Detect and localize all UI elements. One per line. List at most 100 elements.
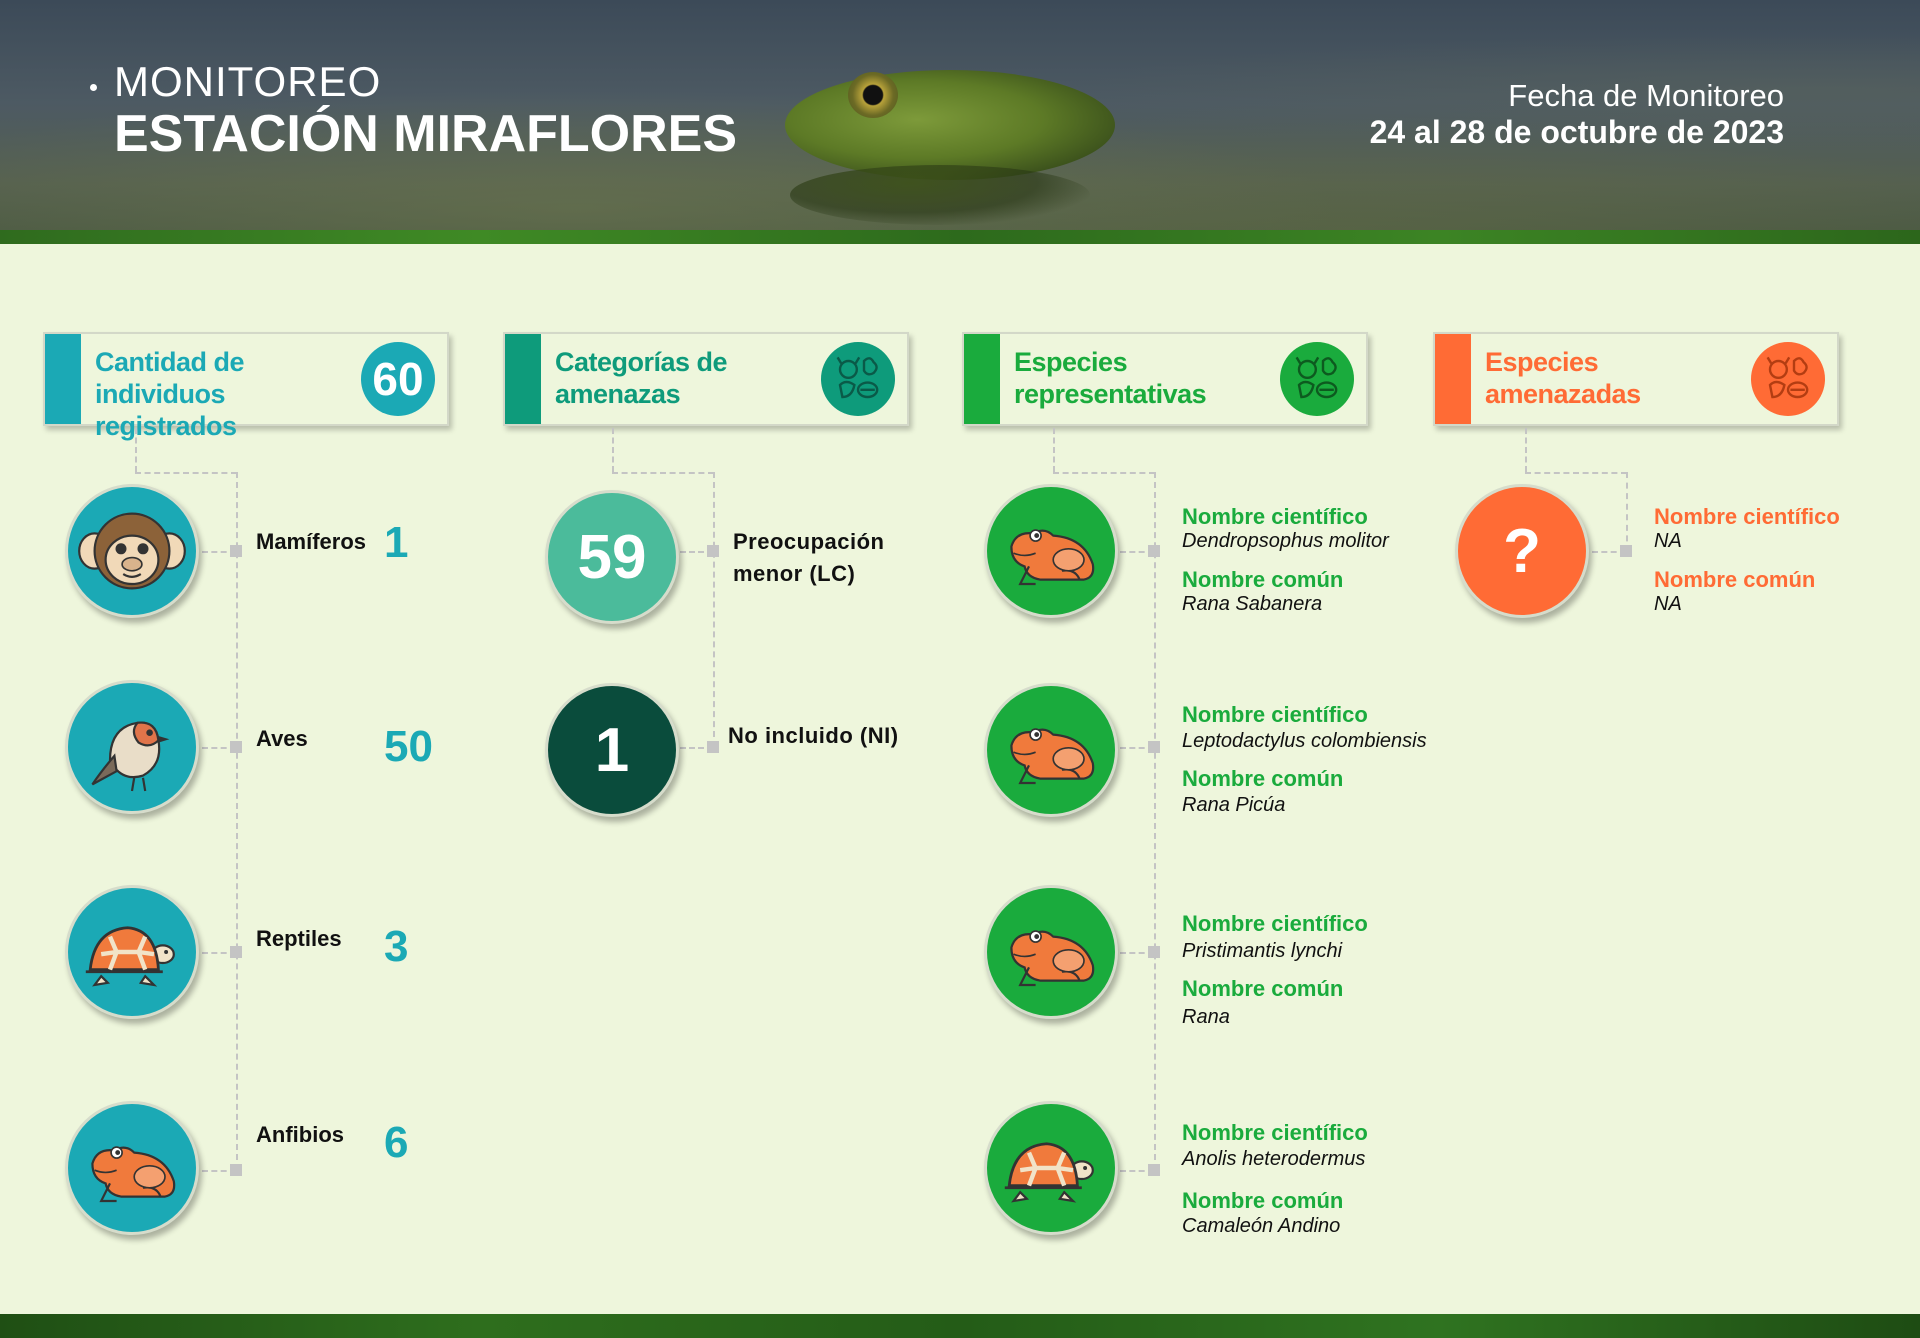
connector-node [707,741,719,753]
frog-icon [1010,728,1095,785]
connector-node [230,741,242,753]
connector [1525,428,1527,472]
species-4-common-label: Nombre común [1182,1188,1344,1213]
species-1-common: Rana Sabanera [1182,593,1323,615]
header-banner: MONITOREO ESTACIÓN MIRAFLORES Fecha de M… [0,0,1920,230]
connector-node [230,1164,242,1176]
connector [202,747,236,749]
title-bullet [90,84,97,91]
connector-node [1148,741,1160,753]
representative-header-badge [1280,342,1354,416]
birds-label: Aves [256,726,308,751]
species-4-common: Camaleón Andino [1182,1215,1341,1237]
endangered-common: NA [1654,593,1682,615]
reptiles-count: 3 [384,922,409,971]
animals-icon [1295,356,1338,399]
connector-node [230,946,242,958]
connector [1120,1170,1154,1172]
connector [1592,551,1626,553]
lc-count-circle: 59 [545,490,679,624]
lc-label-line2: menor (LC) [733,561,856,586]
mammals-count: 1 [384,518,409,567]
connector [1120,551,1154,553]
threats-header: Categorías de amenazas [503,332,909,426]
connector [680,551,713,553]
species-3-common-label: Nombre común [1182,976,1344,1001]
date-value: 24 al 28 de octubre de 2023 [1369,114,1784,150]
threats-header-label: Categorías de amenazas [555,347,728,409]
endangered-scientific: NA [1654,530,1682,552]
connector [135,428,137,472]
connector [1053,472,1155,474]
connector [1154,472,1156,1170]
representative-header-bar [964,334,1000,424]
frog-icon [91,1146,176,1203]
species-4-circle [984,1101,1118,1235]
connector-node [707,545,719,557]
footer-grass-strip [0,1314,1920,1338]
endangered-common-label: Nombre común [1654,567,1816,592]
species-3-common: Rana [1182,1006,1230,1028]
species-1-scientific: Dendropsophus molitor [1182,530,1389,552]
frog-icon [1010,529,1095,586]
species-4-scientific-label: Nombre científico [1182,1120,1368,1145]
endangered-header-bar [1435,334,1471,424]
connector [1525,472,1627,474]
species-2-scientific-label: Nombre científico [1182,702,1368,727]
animals-icon [1766,356,1809,399]
mammals-label: Mamíferos [256,529,367,554]
header-grass-strip [0,230,1920,244]
ni-label: No incluido (NI) [728,723,899,748]
species-2-common-label: Nombre común [1182,766,1344,791]
amphibians-count: 6 [384,1118,409,1167]
endangered-header-label: Especies amenazadas [1485,347,1641,409]
frog-eye [848,72,898,118]
lc-label-line1: Preocupación [733,529,885,554]
endangered-header-badge [1751,342,1825,416]
bird-icon [91,721,170,792]
lc-label: Preocupación menor (LC) [733,526,884,590]
connector-node [230,545,242,557]
species-3-scientific: Pristimantis lynchi [1182,940,1343,962]
representative-header: Especies representativas [962,332,1368,426]
endangered-circle: ? [1455,484,1589,618]
threats-header-bar [505,334,541,424]
species-2-circle [984,683,1118,817]
reptiles-circle [65,885,199,1019]
connector-node [1620,545,1632,557]
species-1-common-label: Nombre común [1182,567,1344,592]
frog-reflection [790,165,1090,225]
species-1-circle [984,484,1118,618]
animals-icon [836,356,879,399]
species-3-circle [984,885,1118,1019]
monkey-icon [78,512,186,590]
connector [612,472,714,474]
endangered-scientific-label: Nombre científico [1654,504,1840,529]
individuals-header-label: Cantidad de individuos registrados [95,347,245,441]
connector-node [1148,946,1160,958]
threats-header-badge [821,342,895,416]
reptiles-label: Reptiles [256,926,342,951]
connector [236,472,238,1170]
title-small: MONITOREO [114,58,382,105]
connector [1120,952,1154,954]
species-2-common: Rana Picúa [1182,794,1286,816]
page-title: ESTACIÓN MIRAFLORES [114,105,738,163]
connector [680,747,713,749]
individuals-header-bar [45,334,81,424]
connector [202,952,236,954]
endangered-header: Especies amenazadas [1433,332,1839,426]
connector-node [1148,1164,1160,1176]
frog-photo [785,70,1115,180]
amphibians-label: Anfibios [256,1122,344,1147]
turtle-icon [1004,1142,1094,1203]
species-3-scientific-label: Nombre científico [1182,911,1368,936]
ni-count-circle: 1 [545,683,679,817]
individuals-total-badge: 60 [361,342,435,416]
frog-icon [1010,930,1095,987]
connector [202,1170,236,1172]
amphibians-circle [65,1101,199,1235]
connector [1053,428,1055,472]
connector-node [1148,545,1160,557]
mammals-circle [65,484,199,618]
